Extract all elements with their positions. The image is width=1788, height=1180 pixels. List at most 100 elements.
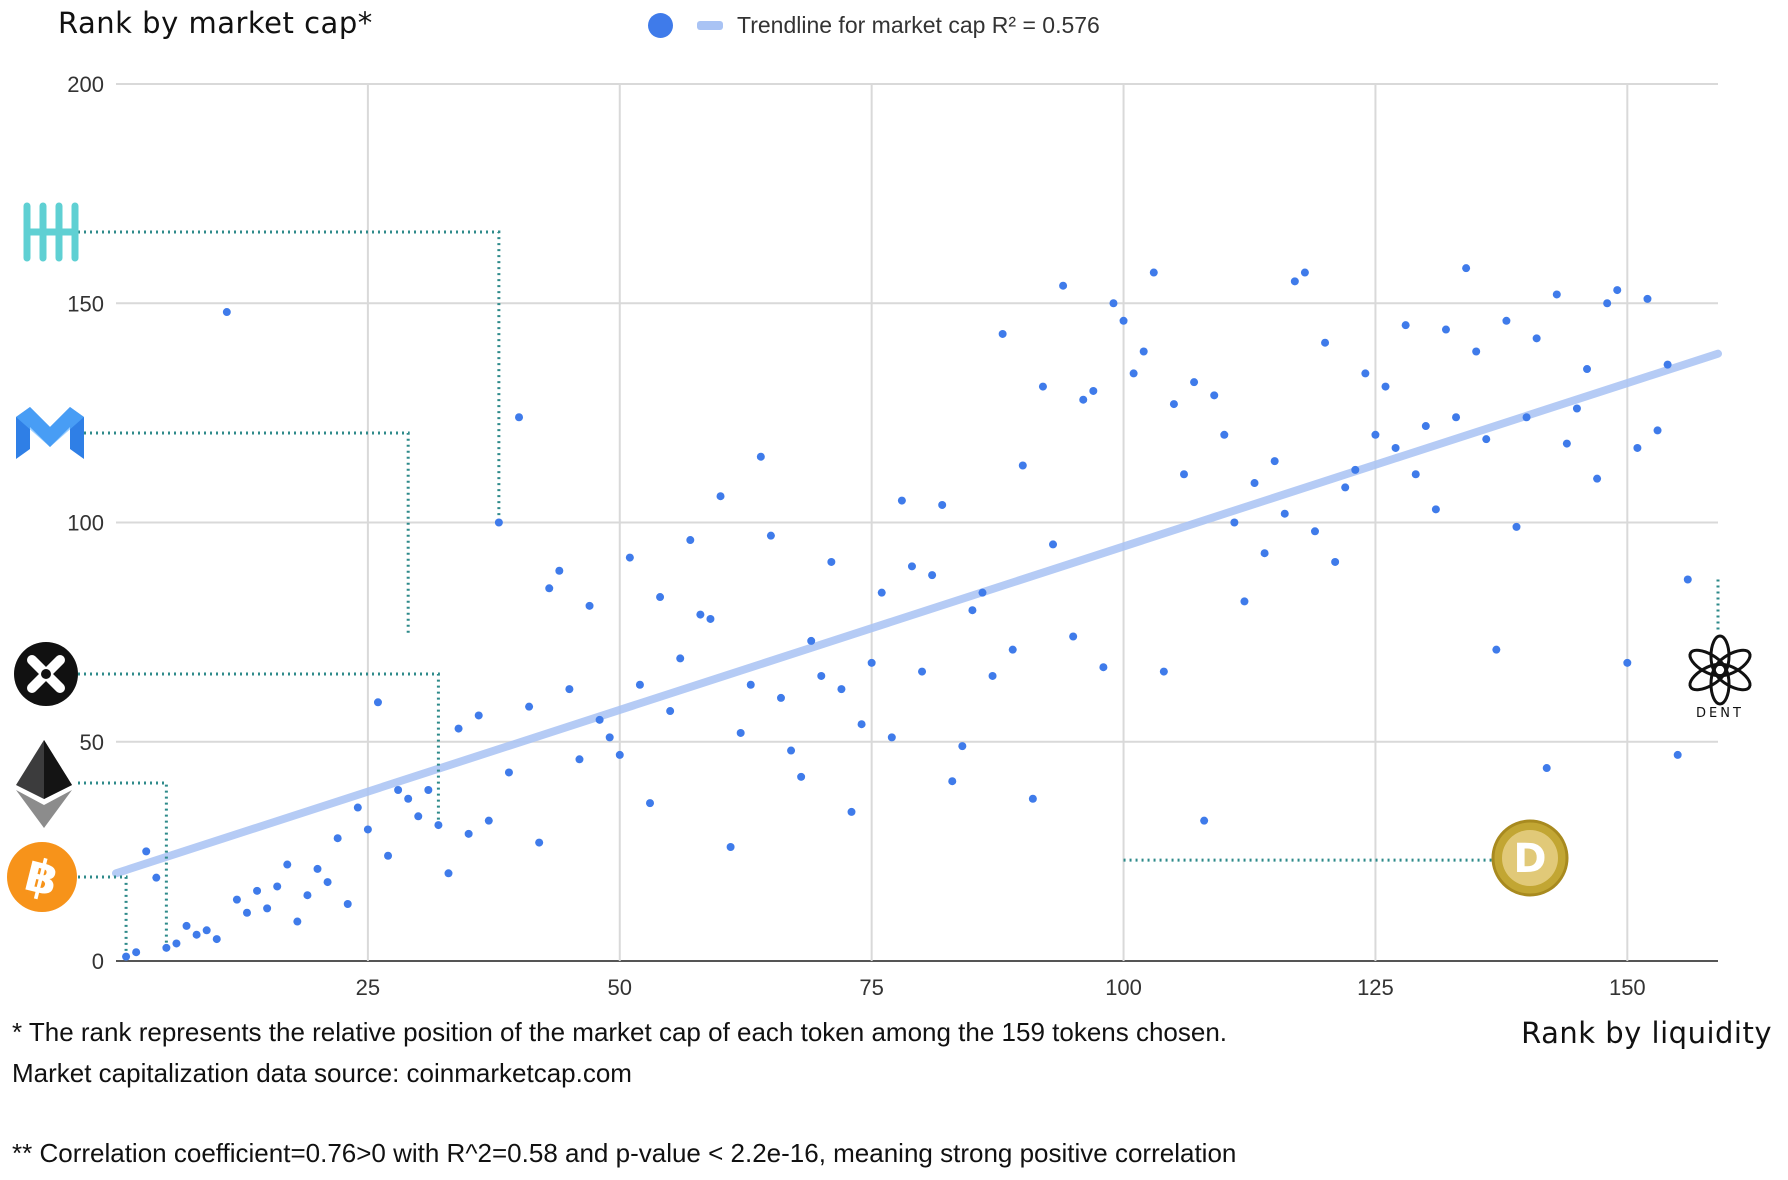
x-tick-label: 75 (859, 975, 883, 1000)
data-point (1633, 443, 1642, 452)
data-point (585, 601, 594, 610)
data-point (1522, 413, 1531, 422)
polygon-logo-highlight (16, 407, 84, 447)
data-point (887, 733, 896, 742)
footnote-rank-definition: * The rank represents the relative posit… (12, 1017, 1228, 1047)
data-point (928, 571, 937, 580)
data-point (1502, 316, 1511, 325)
data-point (565, 685, 574, 694)
dogecoin-logo-glyph: D (1513, 836, 1546, 882)
data-point (1250, 479, 1259, 488)
data-point (404, 794, 413, 803)
data-point (1169, 400, 1178, 409)
data-point (323, 878, 332, 887)
x-tick-label: 125 (1357, 975, 1394, 1000)
data-point (414, 812, 423, 821)
data-point (1300, 268, 1309, 277)
data-point (192, 930, 201, 939)
connector-harmony (78, 230, 501, 523)
data-point (1361, 369, 1370, 378)
0x-logo-center (41, 669, 51, 679)
data-point (575, 755, 584, 764)
dent-logo-petal (1688, 648, 1728, 678)
data-point (646, 799, 654, 808)
data-point (938, 500, 947, 509)
data-point (968, 606, 977, 615)
data-point (837, 685, 846, 694)
token-logos: ฿ DENT D (7, 202, 1752, 912)
legend-series-swatch (648, 12, 673, 38)
data-point (1028, 794, 1037, 803)
data-point (1109, 299, 1118, 308)
x-tick-label: 25 (356, 975, 380, 1000)
data-point (776, 693, 785, 702)
data-point (535, 838, 544, 847)
data-point (1099, 663, 1108, 672)
ethereum-logo-bottom (16, 790, 72, 828)
data-point (1018, 461, 1027, 470)
data-point (656, 593, 665, 602)
data-point (1119, 316, 1128, 325)
data-point (1139, 347, 1148, 356)
data-point (1663, 360, 1672, 369)
0x-logo-icon (14, 642, 78, 706)
data-point (807, 636, 816, 645)
data-point (625, 553, 634, 562)
trendline (112, 349, 1722, 878)
data-point (666, 707, 675, 716)
data-point (686, 536, 695, 545)
data-point (1220, 430, 1229, 439)
connector-bitcoin (78, 875, 128, 957)
data-point (1482, 435, 1491, 444)
data-point (152, 873, 161, 882)
ethereum-logo-top-shade (44, 740, 72, 799)
data-point (1079, 395, 1088, 404)
dogecoin-logo-icon: D (1491, 819, 1569, 897)
data-point (1129, 369, 1138, 378)
data-point (635, 680, 644, 689)
data-point (1230, 518, 1239, 527)
y-tick-label: 200 (67, 72, 104, 97)
data-point (1572, 404, 1581, 413)
harmony-logo-strokes (23, 202, 79, 262)
dent-logo-label: DENT (1696, 706, 1744, 721)
data-point (293, 917, 302, 926)
x-tick-label: 150 (1609, 975, 1646, 1000)
data-point (394, 785, 403, 794)
dogecoin-logo-face (1502, 830, 1558, 886)
data-point (263, 904, 272, 913)
data-point (1280, 509, 1289, 518)
data-point (1270, 457, 1279, 466)
data-point (1008, 645, 1017, 654)
data-point (1512, 522, 1521, 531)
data-point (1200, 816, 1209, 825)
data-point (202, 926, 211, 935)
data-point (1310, 527, 1319, 536)
connector-polygon (78, 431, 410, 637)
data-point (1381, 382, 1390, 391)
trendline-line (112, 349, 1722, 878)
data-point (1089, 386, 1098, 395)
harmony-logo-icon (23, 202, 79, 262)
data-point (232, 895, 241, 904)
data-point (132, 948, 141, 957)
data-point (1643, 294, 1652, 303)
data-point (736, 728, 745, 737)
data-point (464, 829, 473, 838)
data-point (454, 724, 463, 733)
data-point (474, 711, 483, 720)
data-point (1653, 426, 1662, 435)
data-point (897, 496, 906, 505)
connector-0x (78, 672, 440, 826)
data-point (1603, 299, 1612, 308)
data-point (726, 842, 735, 851)
data-point (595, 715, 604, 724)
data-point (1532, 334, 1541, 343)
data-point (253, 886, 262, 895)
legend-trendline-label: Trendline for market cap R² = 0.576 (737, 11, 1100, 38)
data-point (817, 671, 826, 680)
data-point (1472, 347, 1481, 356)
data-point (1401, 321, 1410, 330)
data-point (716, 492, 725, 501)
